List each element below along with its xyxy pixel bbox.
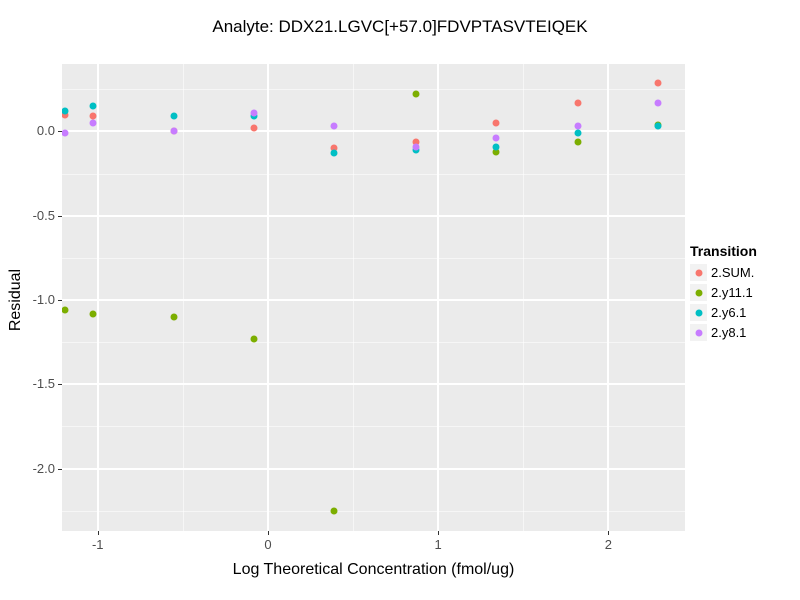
gridline-major-x [266, 64, 269, 531]
legend-item-label: 2.y8.1 [711, 325, 747, 340]
gridline-minor-x [353, 64, 355, 531]
data-point [250, 124, 258, 132]
legend-key-dot [695, 309, 702, 316]
gridline-minor-y [62, 89, 685, 91]
data-point [492, 134, 500, 142]
data-point [89, 119, 97, 127]
legend-key [690, 304, 707, 321]
data-point [330, 507, 338, 515]
gridline-minor-y [62, 257, 685, 259]
data-point [654, 122, 662, 130]
data-point [492, 148, 500, 156]
legend-item-label: 2.y11.1 [711, 285, 753, 300]
gridline-minor-y [62, 342, 685, 344]
x-axis-title: Log Theoretical Concentration (fmol/ug) [232, 561, 515, 578]
data-point [62, 129, 69, 137]
x-tick-mark [97, 531, 99, 535]
data-point [330, 149, 338, 157]
y-tick-mark [58, 384, 62, 386]
gridline-major-x [96, 64, 99, 531]
gridline-minor-y [62, 426, 685, 428]
data-point [412, 143, 420, 151]
y-tick-mark [58, 468, 62, 470]
y-tick-label: -2.0 [32, 460, 55, 476]
x-tick-label: -1 [91, 537, 104, 552]
y-tick-mark [58, 131, 62, 133]
y-tick-label: 0.0 [36, 123, 55, 139]
x-tick-label: 0 [264, 537, 272, 552]
data-point [330, 144, 338, 152]
gridline-minor-x [523, 64, 525, 531]
data-point [330, 122, 338, 130]
data-point [412, 90, 420, 98]
data-point [62, 306, 69, 314]
legend-key-dot [695, 269, 702, 276]
x-tick-label: 1 [434, 537, 442, 552]
legend-item: 2.y8.1 [690, 324, 795, 341]
gridline-major-x [437, 64, 440, 531]
data-point [574, 138, 582, 146]
data-point [89, 112, 97, 120]
data-point [492, 119, 500, 127]
gridline-major-y [62, 383, 685, 386]
legend-key [690, 324, 707, 341]
x-tick-mark [608, 531, 610, 535]
y-axis-title: Residual [7, 268, 24, 332]
plot-panel [62, 64, 685, 531]
y-tick-label: -0.5 [32, 207, 55, 223]
x-tick-mark [267, 531, 269, 535]
data-point [654, 79, 662, 87]
data-point [170, 127, 178, 135]
data-point [574, 122, 582, 130]
data-point [89, 102, 97, 110]
gridline-major-y [62, 130, 685, 133]
x-tick-label: 2 [604, 537, 612, 552]
legend-item-label: 2.y6.1 [711, 305, 747, 320]
y-tick-mark [58, 215, 62, 217]
gridline-major-x [607, 64, 610, 531]
legend-item: 2.SUM. [690, 264, 795, 281]
gridline-minor-y [62, 173, 685, 175]
data-point [654, 99, 662, 107]
legend-item: 2.y11.1 [690, 284, 795, 301]
data-point [574, 129, 582, 137]
legend-item-label: 2.SUM. [711, 265, 755, 280]
gridline-major-y [62, 467, 685, 470]
gridline-major-y [62, 214, 685, 217]
legend-title: Transition [690, 243, 757, 259]
data-point [492, 143, 500, 151]
legend-item: 2.y6.1 [690, 304, 795, 321]
data-point [250, 335, 258, 343]
legend-key-dot [695, 329, 702, 336]
data-point [250, 109, 258, 117]
data-point [574, 99, 582, 107]
data-point [89, 310, 97, 318]
y-tick-mark [58, 300, 62, 302]
legend-items: 2.SUM. 2.y11.1 2.y6.1 2.y8.1 [690, 264, 795, 341]
y-tick-label: -1.0 [32, 292, 55, 308]
legend-key [690, 284, 707, 301]
gridline-major-y [62, 299, 685, 302]
gridline-minor-x [182, 64, 184, 531]
data-point [170, 112, 178, 120]
plot-title: Analyte: DDX21.LGVC[+57.0]FDVPTASVTEIQEK [212, 17, 588, 36]
legend: Transition 2.SUM. 2.y11.1 2.y6.1 2.y8.1 [690, 243, 795, 344]
x-tick-mark [438, 531, 440, 535]
legend-key [690, 264, 707, 281]
y-tick-label: -1.5 [32, 376, 55, 392]
data-point [62, 107, 69, 115]
data-point [412, 138, 420, 146]
data-point [170, 313, 178, 321]
gridline-minor-y [62, 510, 685, 512]
legend-key-dot [695, 289, 702, 296]
